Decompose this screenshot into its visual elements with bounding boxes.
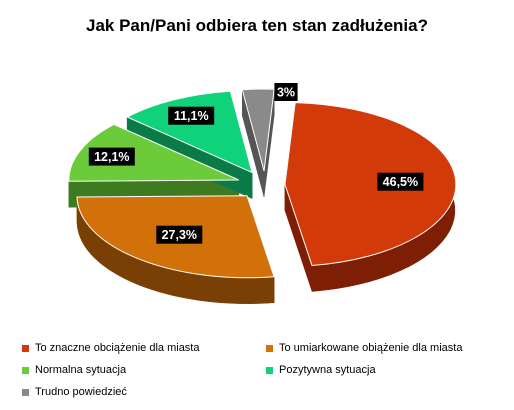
data-label-pozytywna: 11,1%: [168, 106, 215, 125]
data-label-umiarkowane: 27,3%: [156, 225, 203, 244]
svg-text:11,1%: 11,1%: [174, 109, 209, 123]
svg-text:27,3%: 27,3%: [162, 228, 197, 242]
data-label-znaczne: 46,5%: [377, 172, 424, 191]
slice-trudno: [241, 88, 275, 172]
legend-item-pozytywna: Pozytywna sytuacja: [266, 364, 376, 376]
legend-label: Trudno powiedzieć: [35, 386, 127, 398]
legend-label: Pozytywna sytuacja: [279, 364, 376, 376]
data-label-normalna: 12,1%: [88, 147, 135, 166]
chart-title: Jak Pan/Pani odbiera ten stan zadłużenia…: [86, 16, 428, 35]
legend-swatch: [22, 344, 29, 352]
svg-text:12,1%: 12,1%: [94, 150, 129, 164]
legend-swatch: [22, 388, 29, 396]
legend-swatch: [22, 366, 29, 374]
legend-item-normalna: Normalna sytuacja: [22, 364, 126, 376]
legend-label: Normalna sytuacja: [35, 364, 127, 376]
data-label-trudno: 3%: [274, 83, 298, 101]
slice-pozytywna: [126, 90, 253, 174]
legend-swatch: [266, 344, 273, 352]
legend-label: To znaczne obciążenie dla miasta: [35, 342, 200, 354]
slice-znaczne: [284, 102, 457, 267]
legend-item-trudno: Trudno powiedzieć: [22, 386, 127, 398]
legend-item-znaczne: To znaczne obciążenie dla miasta: [22, 342, 199, 354]
legend-item-umiarkowane: To umiarkowane obiążenie dla miasta: [266, 342, 462, 354]
svg-text:46,5%: 46,5%: [383, 175, 418, 189]
legend-swatch: [266, 366, 273, 374]
legend-label: To umiarkowane obiążenie dla miasta: [279, 342, 463, 354]
pie-chart: 46,5% 27,3% 12,1% 11,1% 3%: [68, 83, 457, 304]
svg-text:3%: 3%: [277, 86, 295, 100]
slice-normalna: [68, 123, 240, 182]
